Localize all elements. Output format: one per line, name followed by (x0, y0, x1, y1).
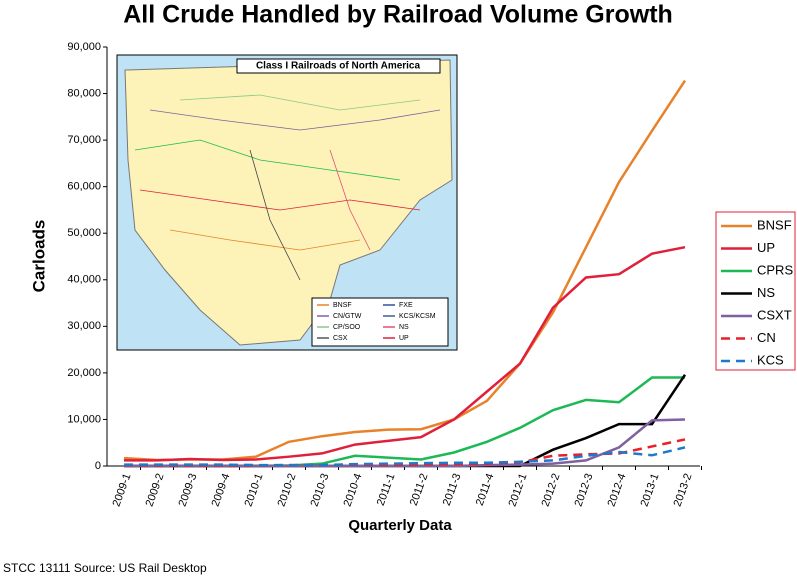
x-tick-label: 2009-4 (210, 472, 233, 508)
map-rails (134, 94, 441, 281)
x-tick-label: 2013-1 (639, 472, 662, 508)
y-tick-label: 20,000 (67, 367, 101, 379)
x-tick-label: 2011-3 (441, 472, 464, 508)
x-tick-label: 2012-3 (573, 472, 596, 508)
inset-legend-label: CN/GTW (333, 313, 362, 320)
series-line (124, 376, 685, 468)
y-tick-label: 90,000 (67, 41, 101, 53)
inset-legend-label: KCS/KCSM (399, 313, 436, 320)
legend-label: CPRS (757, 262, 793, 277)
footnote: STCC 13111 Source: US Rail Desktop (3, 561, 207, 575)
x-tick-label: 2009-2 (144, 472, 167, 508)
x-tick-label: 2009-1 (111, 472, 134, 508)
y-tick-label: 70,000 (67, 134, 101, 146)
x-axis-title: Quarterly Data (348, 517, 452, 534)
y-tick-label: 10,000 (67, 413, 101, 425)
x-tick-label: 2011-2 (408, 472, 431, 508)
inset-title-box (236, 58, 441, 74)
series-line (123, 438, 686, 467)
x-tick-label: 2010-1 (243, 472, 266, 508)
series-line (124, 245, 686, 462)
x-tick-label: 2013-2 (672, 472, 695, 508)
x-tick-label: 2012-4 (606, 472, 629, 508)
inset-legend-label: NS (399, 324, 409, 331)
y-tick-label: 40,000 (67, 274, 101, 286)
x-tick-label: 2011-4 (474, 472, 497, 508)
legend-label: KCS (757, 352, 784, 367)
legend-label: BNSF (757, 217, 792, 232)
legend-label: CSXT (757, 307, 792, 322)
inset-legend-label: BNSF (333, 302, 352, 309)
legend-label: NS (757, 285, 775, 300)
x-tick-label: 2012-1 (507, 472, 530, 508)
chart-title: All Crude Handled by Railroad Volume Gro… (123, 1, 673, 29)
x-tick-label: 2010-3 (309, 472, 332, 508)
legend-box (715, 211, 796, 371)
x-tick-label: 2012-2 (540, 472, 563, 508)
inset-legend-label: CP/SOO (333, 324, 361, 331)
legend-label: CN (757, 330, 776, 345)
y-tick-label: 50,000 (67, 227, 101, 239)
x-tick-label: 2011-1 (375, 472, 398, 508)
y-axis-title: Carloads (29, 220, 48, 293)
series-line (124, 374, 687, 468)
y-tick-label: 60,000 (67, 181, 101, 193)
inset-legend-box (311, 297, 449, 347)
inset-legend-label: CSX (333, 335, 348, 342)
x-tick-label: 2010-4 (342, 472, 365, 508)
y-tick-label: 80,000 (67, 87, 101, 99)
inset-legend-label: FXE (399, 302, 413, 309)
inset-legend-label: UP (399, 335, 409, 342)
legend-label: UP (757, 240, 775, 255)
inset-map: Class I Railroads of North America BNSF C… (116, 54, 458, 351)
x-tick-label: 2010-2 (276, 472, 299, 508)
inset-title: Class I Railroads of North America (256, 61, 421, 72)
x-tick-label: 2009-3 (177, 472, 200, 508)
series-line (124, 446, 686, 467)
y-tick-label: 30,000 (67, 320, 101, 332)
y-tick-label: 0 (95, 460, 101, 472)
